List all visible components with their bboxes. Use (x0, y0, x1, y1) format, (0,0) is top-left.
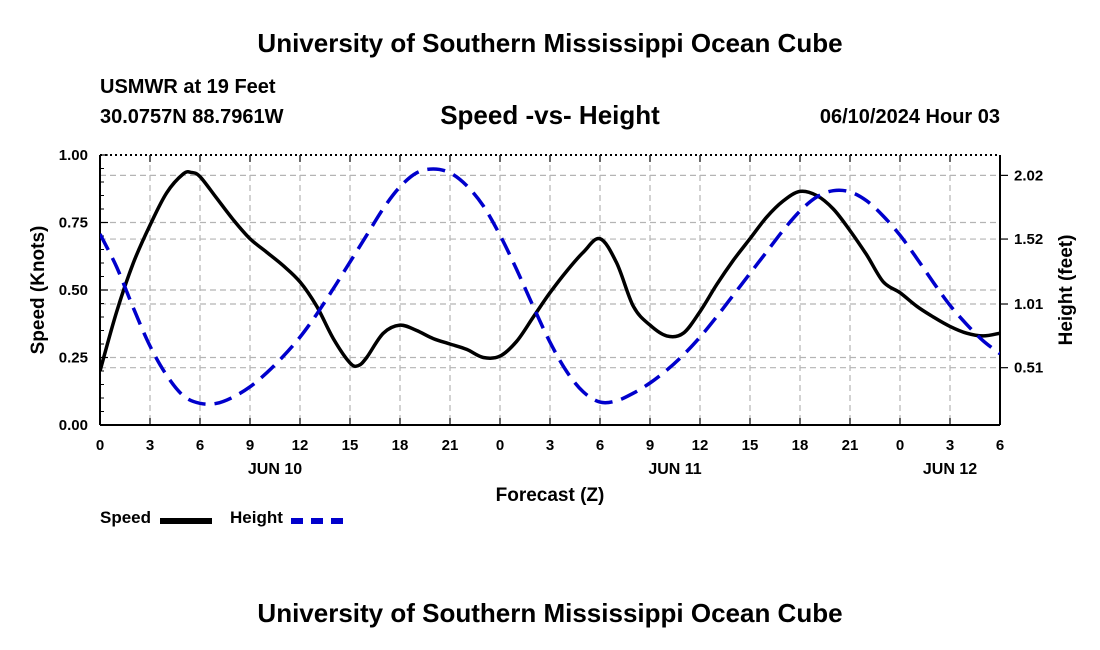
y2-tick-label: 2.02 (1014, 167, 1043, 184)
y-tick-label: 0.50 (59, 282, 88, 299)
date-label: JUN 11 (648, 461, 701, 478)
date-label: JUN 10 (248, 461, 302, 478)
y2-axis-title: Height (feet) (1056, 235, 1077, 346)
x-tick-label: 9 (246, 437, 254, 454)
y-tick-label: 0.75 (59, 215, 88, 232)
legend-height-label: Height (230, 508, 283, 527)
x-tick-label: 0 (496, 437, 504, 454)
x-tick-label: 18 (392, 437, 409, 454)
series-layer (100, 167, 1000, 406)
x-tick-label: 21 (442, 437, 459, 454)
y2-tick-label: 1.01 (1014, 296, 1043, 313)
x-tick-label: 15 (342, 437, 359, 454)
footer-title: University of Southern Mississippi Ocean… (257, 598, 843, 628)
y-tick-label: 0.00 (59, 417, 88, 434)
grid-layer (100, 155, 1000, 425)
y2-tick-label: 1.52 (1014, 231, 1043, 248)
legend-speed-label: Speed (100, 508, 152, 527)
x-tick-label: 0 (96, 437, 104, 454)
legend-speed-swatch (160, 518, 212, 524)
y-tick-label: 0.25 (59, 350, 88, 367)
chart-subtitle: Speed -vs- Height (440, 100, 660, 130)
legend-height-swatch (291, 518, 343, 524)
x-tick-label: 6 (596, 437, 604, 454)
forecast-datetime: 06/10/2024 Hour 03 (819, 106, 1000, 128)
x-tick-label: 6 (996, 437, 1004, 454)
y2-tick-label: 0.51 (1014, 360, 1043, 377)
date-label: JUN 12 (923, 461, 977, 478)
x-tick-label: 15 (742, 437, 759, 454)
y-axis-title: Speed (Knots) (28, 226, 49, 355)
x-tick-label: 0 (896, 437, 904, 454)
chart-main-title: University of Southern Mississippi Ocean… (257, 28, 843, 58)
x-tick-label: 12 (292, 437, 309, 454)
x-tick-label: 18 (792, 437, 809, 454)
x-tick-label: 3 (546, 437, 554, 454)
series-line-speed (100, 170, 1000, 372)
x-tick-label: 21 (842, 437, 859, 454)
x-tick-label: 6 (196, 437, 204, 454)
x-tick-label: 9 (646, 437, 654, 454)
station-coordinates: 30.0757N 88.7961W (100, 106, 284, 128)
axis-labels: 0 3 6 9 12 15 18 21 0 3 6 9 12 15 18 21 0 3 6 0.00 0.25 0.50 0… (28, 147, 1077, 506)
station-name: USMWR at 19 Feet (100, 76, 276, 98)
x-tick-label: 12 (692, 437, 709, 454)
x-axis-title: Forecast (Z) (496, 485, 605, 506)
x-tick-label: 3 (946, 437, 954, 454)
y-tick-label: 1.00 (59, 147, 88, 164)
series-line-height (100, 167, 1000, 406)
x-tick-label: 3 (146, 437, 154, 454)
